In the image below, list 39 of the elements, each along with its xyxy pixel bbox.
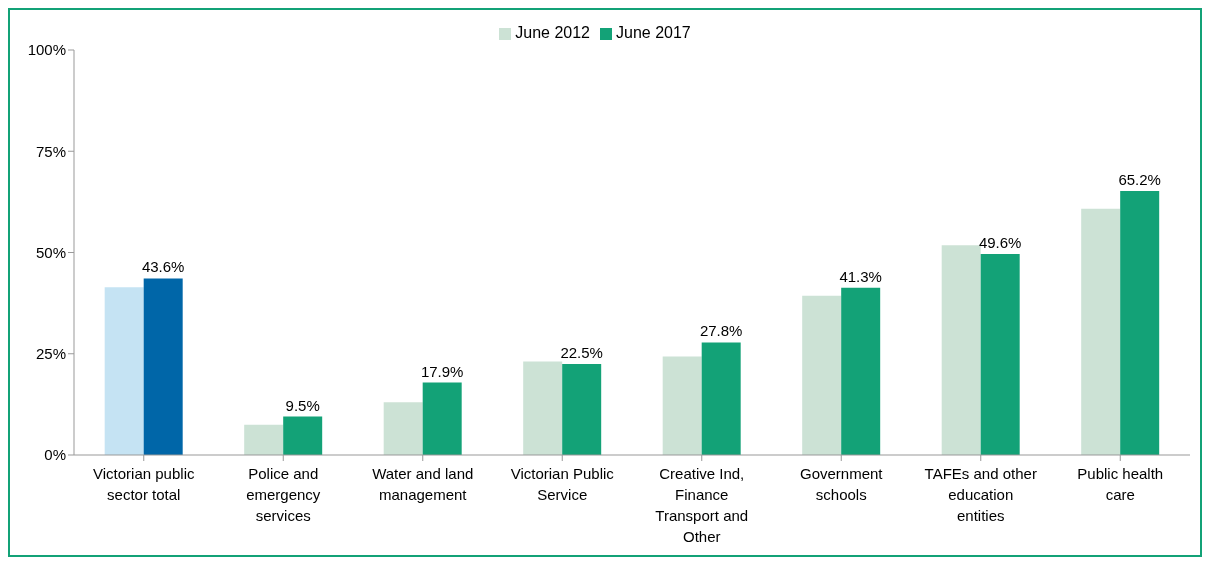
bar <box>662 356 702 455</box>
y-tick-label: 100% <box>27 41 66 59</box>
data-label: 41.3% <box>839 267 882 285</box>
x-tick-label: Victorian Public Service <box>510 465 615 503</box>
y-tick-label: 50% <box>35 243 66 261</box>
x-tick-label: Police and emergency services <box>246 465 321 524</box>
bar <box>283 416 323 455</box>
x-tick-label: Public health care <box>1077 465 1164 503</box>
bar <box>562 363 602 455</box>
data-label: 65.2% <box>1118 170 1161 188</box>
bar <box>422 382 462 455</box>
data-label: 9.5% <box>285 396 320 414</box>
x-tick-label: Government schools <box>799 465 884 503</box>
y-tick-label: 25% <box>35 345 66 363</box>
data-label: 17.9% <box>420 362 464 380</box>
bar <box>701 342 741 455</box>
bar <box>383 402 423 455</box>
bar <box>802 295 842 455</box>
bar <box>941 245 981 455</box>
bar <box>980 254 1020 455</box>
data-label: 22.5% <box>560 343 603 361</box>
data-label: 27.8% <box>699 322 743 340</box>
y-tick-label: 0% <box>44 446 66 464</box>
bar <box>244 424 284 455</box>
x-tick-label: TAFEs and other education entities <box>924 465 1037 524</box>
bar <box>523 361 563 455</box>
x-tick-label: Victorian public sector total <box>93 465 195 503</box>
legend-label: June 2012 <box>515 24 590 41</box>
data-label: 43.6% <box>141 258 185 276</box>
y-tick-label: 75% <box>35 142 66 160</box>
bar <box>1120 190 1160 455</box>
x-tick-label: Water and land management <box>372 465 474 503</box>
bar <box>143 278 183 455</box>
bar <box>1081 208 1121 455</box>
x-tick-label: Creative Ind, Finance Transport and Other <box>655 465 749 545</box>
bar <box>841 287 881 455</box>
legend-label: June 2017 <box>616 24 691 41</box>
bar <box>104 287 144 455</box>
data-label: 49.6% <box>978 234 1022 252</box>
